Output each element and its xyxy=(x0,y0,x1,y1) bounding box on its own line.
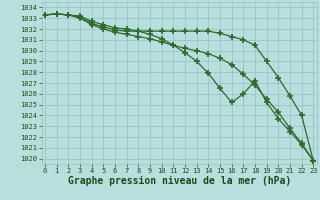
X-axis label: Graphe pression niveau de la mer (hPa): Graphe pression niveau de la mer (hPa) xyxy=(68,176,291,186)
